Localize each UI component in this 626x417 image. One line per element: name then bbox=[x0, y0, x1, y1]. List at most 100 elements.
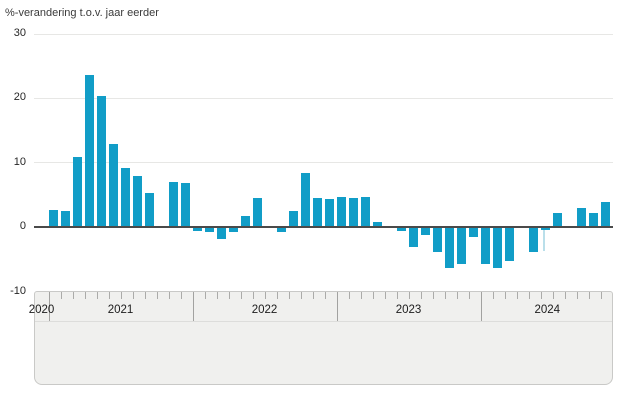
month-tick bbox=[564, 292, 566, 299]
bar-2021-06[interactable] bbox=[108, 144, 119, 227]
bar-2024-01[interactable] bbox=[480, 227, 491, 265]
bar-2024-07[interactable] bbox=[552, 212, 563, 227]
month-tick bbox=[204, 292, 206, 299]
month-tick bbox=[348, 292, 350, 299]
year-separator-2021 bbox=[48, 292, 50, 321]
bar-2022-01[interactable] bbox=[192, 227, 203, 231]
year-label-2023: 2023 bbox=[395, 304, 422, 316]
bar-2024-09[interactable] bbox=[576, 208, 587, 227]
bar-2022-04[interactable] bbox=[228, 227, 239, 233]
month-tick bbox=[492, 292, 494, 299]
bar-2024-06[interactable] bbox=[540, 227, 551, 231]
month-tick bbox=[324, 292, 326, 299]
bar-2021-08[interactable] bbox=[132, 175, 143, 227]
month-tick bbox=[288, 292, 290, 299]
bar-2021-12[interactable] bbox=[180, 182, 191, 227]
bar-2022-08[interactable] bbox=[276, 227, 287, 233]
month-tick bbox=[372, 292, 374, 299]
bar-2021-01[interactable] bbox=[48, 209, 59, 227]
bar-2021-09[interactable] bbox=[144, 193, 155, 227]
year-separator-2023 bbox=[336, 292, 338, 321]
month-tick bbox=[504, 292, 506, 299]
month-tick bbox=[84, 292, 86, 299]
year-label-2020: 2020 bbox=[28, 304, 55, 316]
month-tick bbox=[420, 292, 422, 299]
bar-2021-04[interactable] bbox=[84, 74, 95, 227]
month-tick bbox=[360, 292, 362, 299]
bar-2023-04[interactable] bbox=[372, 221, 383, 227]
bar-2024-11[interactable] bbox=[600, 201, 611, 227]
month-tick bbox=[96, 292, 98, 299]
hover-indicator-line bbox=[543, 228, 545, 251]
month-tick bbox=[588, 292, 590, 299]
month-tick bbox=[216, 292, 218, 299]
bar-2023-08[interactable] bbox=[420, 227, 431, 235]
month-tick bbox=[540, 292, 542, 299]
month-tick bbox=[72, 292, 74, 299]
gridline-10 bbox=[33, 162, 613, 164]
bar-2021-07[interactable] bbox=[120, 168, 131, 227]
month-tick bbox=[228, 292, 230, 299]
bar-2024-03[interactable] bbox=[504, 227, 515, 262]
month-tick bbox=[312, 292, 314, 299]
month-tick bbox=[468, 292, 470, 299]
month-tick bbox=[132, 292, 134, 299]
bar-2022-05[interactable] bbox=[240, 215, 251, 227]
year-label-2022: 2022 bbox=[251, 304, 278, 316]
gridline-30 bbox=[33, 33, 613, 35]
month-tick bbox=[108, 292, 110, 299]
bar-2021-11[interactable] bbox=[168, 181, 179, 227]
month-tick bbox=[600, 292, 602, 299]
slider-divider bbox=[34, 321, 612, 322]
bar-2022-11[interactable] bbox=[312, 198, 323, 227]
month-tick bbox=[240, 292, 242, 299]
bar-2023-03[interactable] bbox=[360, 197, 371, 227]
month-tick bbox=[432, 292, 434, 299]
y-tick-label-20: 20 bbox=[13, 91, 26, 104]
month-tick bbox=[396, 292, 398, 299]
time-range-slider[interactable]: 2020 2021 2022 2023 2024 bbox=[29, 291, 613, 385]
bar-2021-05[interactable] bbox=[96, 95, 107, 227]
month-tick bbox=[552, 292, 554, 299]
month-tick bbox=[516, 292, 518, 299]
bar-2023-10[interactable] bbox=[444, 227, 455, 268]
month-tick bbox=[528, 292, 530, 299]
y-tick-label-10: 10 bbox=[13, 155, 26, 168]
month-tick bbox=[276, 292, 278, 299]
month-tick bbox=[300, 292, 302, 299]
bar-2022-09[interactable] bbox=[288, 210, 299, 227]
bar-2021-03[interactable] bbox=[72, 156, 83, 227]
bar-2022-10[interactable] bbox=[300, 172, 311, 227]
bar-2023-09[interactable] bbox=[432, 227, 443, 252]
bar-2024-10[interactable] bbox=[588, 213, 599, 227]
month-tick bbox=[408, 292, 410, 299]
bar-2022-03[interactable] bbox=[216, 227, 227, 240]
year-label-2021: 2021 bbox=[107, 304, 134, 316]
bar-2023-01[interactable] bbox=[336, 197, 347, 227]
bar-2022-06[interactable] bbox=[252, 197, 263, 227]
bar-2022-12[interactable] bbox=[324, 199, 335, 227]
year-separator-2022 bbox=[192, 292, 194, 321]
bar-2023-11[interactable] bbox=[456, 227, 467, 265]
month-tick bbox=[252, 292, 254, 299]
bar-2023-02[interactable] bbox=[348, 198, 359, 227]
month-tick bbox=[144, 292, 146, 299]
bar-2021-02[interactable] bbox=[60, 211, 71, 227]
bar-2022-02[interactable] bbox=[204, 227, 215, 233]
bar-2023-12[interactable] bbox=[468, 227, 479, 237]
month-tick bbox=[444, 292, 446, 299]
year-separator-2024 bbox=[480, 292, 482, 321]
month-tick bbox=[576, 292, 578, 299]
month-tick bbox=[456, 292, 458, 299]
month-tick bbox=[180, 292, 182, 299]
bar-2023-07[interactable] bbox=[408, 227, 419, 247]
gridline-20 bbox=[33, 97, 613, 99]
month-tick bbox=[384, 292, 386, 299]
month-tick bbox=[168, 292, 170, 299]
bar-2024-02[interactable] bbox=[492, 227, 503, 268]
bar-2024-05[interactable] bbox=[528, 227, 539, 253]
bar-2023-06[interactable] bbox=[396, 227, 407, 231]
y-tick-label-30: 30 bbox=[13, 27, 26, 39]
year-label-2024: 2024 bbox=[534, 304, 561, 316]
